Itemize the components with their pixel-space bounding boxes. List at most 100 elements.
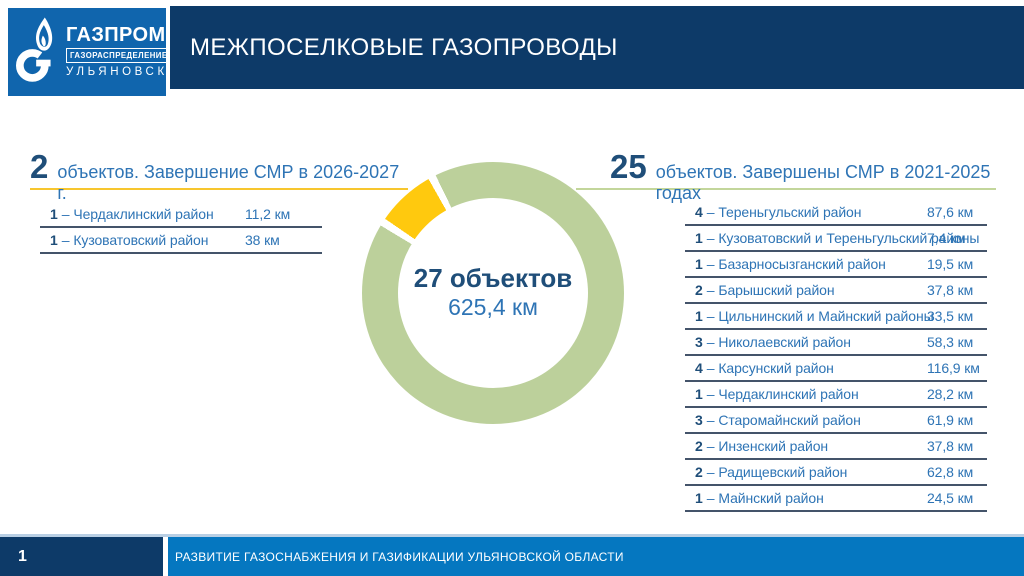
row-length: 28,2 км [927,386,974,402]
table-row: 1– Чердаклинский район 11,2 км [40,202,322,228]
row-district: Николаевский район [718,334,851,350]
row-length: 87,6 км [927,204,974,220]
row-count: 1 [50,232,58,248]
table-row: 1– Кузоватовский и Тереньгульский районы … [685,226,987,252]
row-count: 1 [695,386,703,402]
row-dash: – [706,412,715,428]
left-section-heading: 2 объектов. Завершение СМР в 2026-2027 г… [30,148,408,203]
left-table: 1– Чердаклинский район 11,2 км 1– Кузовато… [40,202,322,254]
row-count: 4 [695,204,703,220]
row-dash: – [706,204,715,220]
footer-title-bar: РАЗВИТИЕ ГАЗОСНАБЖЕНИЯ И ГАЗИФИКАЦИИ УЛЬ… [168,537,1024,576]
page-number-box: 1 [0,537,163,576]
row-dash: – [61,232,70,248]
table-row: 1– Базарносызганский район 19,5 км [685,252,987,278]
row-length: 19,5 км [927,256,974,272]
row-district: Радищевский район [718,464,848,480]
right-section-heading: 25 объектов. Завершены СМР в 2021-2025 г… [576,149,996,203]
logo-text-block: ГАЗПРОМ ГАЗОРАСПРЕДЕЛЕНИЕ УЛЬЯНОВСК [66,25,172,78]
row-district: Чердаклинский район [73,206,214,222]
row-district: Карсунский район [718,360,834,376]
total-length: 625,4 км [448,294,538,321]
row-label: 1– Чердаклинский район [40,206,245,222]
logo-brand: ГАЗПРОМ [66,24,166,47]
row-label: 3– Старомайнский район [685,412,927,428]
row-label: 1– Кузоватовский и Тереньгульский районы [685,230,979,246]
row-dash: – [706,490,715,506]
footer-title: РАЗВИТИЕ ГАЗОСНАБЖЕНИЯ И ГАЗИФИКАЦИИ УЛЬ… [175,549,624,564]
row-district: Цильнинский и Майнский районы [718,308,934,324]
row-dash: – [706,230,715,246]
row-district: Тереньгульский район [718,204,862,220]
right-table: 4– Тереньгульский район 87,6 км 1– Кузоват… [685,200,987,512]
row-count: 1 [695,256,703,272]
table-row: 2– Барышский район 37,8 км [685,278,987,304]
row-count: 3 [695,334,703,350]
row-dash: – [706,464,715,480]
row-label: 3– Николаевский район [685,334,927,350]
table-row: 3– Старомайнский район 61,9 км [685,408,987,434]
row-label: 2– Барышский район [685,282,927,298]
row-length: 61,9 км [927,412,974,428]
right-heading-text: объектов. Завершены СМР в 2021-2025 года… [655,162,991,203]
row-label: 1– Кузоватовский район [40,232,245,248]
row-dash: – [706,360,715,376]
row-length: 37,8 км [927,438,974,454]
row-district: Базарносызганский район [718,256,886,272]
footer-divider [163,537,168,576]
row-length: 37,8 км [927,282,974,298]
gazprom-flame-icon [16,17,61,82]
row-label: 2– Инзенский район [685,438,927,454]
row-length: 58,3 км [927,334,974,350]
row-district: Барышский район [718,282,835,298]
row-dash: – [706,308,715,324]
table-row: 4– Тереньгульский район 87,6 км [685,200,987,226]
table-row: 2– Радищевский район 62,8 км [685,460,987,486]
row-length: 116,9 км [927,360,980,376]
row-count: 3 [695,412,703,428]
donut-center: 27 объектов 625,4 км [398,198,588,388]
slide-footer: 1 РАЗВИТИЕ ГАЗОСНАБЖЕНИЯ И ГАЗИФИКАЦИИ У… [0,534,1024,576]
row-count: 1 [695,308,703,324]
row-label: 1– Базарносызганский район [685,256,927,272]
row-district: Кузоватовский район [73,232,209,248]
table-row: 2– Инзенский район 37,8 км [685,434,987,460]
row-count: 1 [695,490,703,506]
slide-title: МЕЖПОСЕЛКОВЫЕ ГАЗОПРОВОДЫ [190,33,618,61]
row-count: 1 [695,230,703,246]
row-length: 33,5 км [927,308,974,324]
row-count: 1 [50,206,58,222]
table-row: 1– Кузоватовский район 38 км [40,228,322,254]
row-label: 4– Тереньгульский район [685,204,927,220]
row-label: 4– Карсунский район [685,360,927,376]
row-label: 1– Чердаклинский район [685,386,927,402]
donut-chart: 27 объектов 625,4 км [362,162,624,424]
row-count: 2 [695,438,703,454]
row-count: 2 [695,464,703,480]
row-district: Старомайнский район [718,412,861,428]
gazprom-logo: ГАЗПРОМ ГАЗОРАСПРЕДЕЛЕНИЕ УЛЬЯНОВСК [8,8,172,96]
table-row: 1– Цильнинский и Майнский районы 33,5 км [685,304,987,330]
row-dash: – [706,334,715,350]
row-length: 24,5 км [927,490,974,506]
table-row: 1– Чердаклинский район 28,2 км [685,382,987,408]
logo-subbrand: ГАЗОРАСПРЕДЕЛЕНИЕ [66,48,172,64]
row-label: 1– Майнский район [685,490,927,506]
logo-city: УЛЬЯНОВСК [66,66,168,79]
row-length: 7,4 км [927,230,966,246]
table-row: 1– Майнский район 24,5 км [685,486,987,512]
row-dash: – [706,282,715,298]
table-row: 4– Карсунский район 116,9 км [685,356,987,382]
row-dash: – [706,386,715,402]
row-district: Чердаклинский район [718,386,859,402]
left-object-count: 2 [30,148,49,185]
row-district: Майнский район [718,490,824,506]
row-district: Инзенский район [718,438,829,454]
page-number: 1 [18,547,27,565]
row-length: 62,8 км [927,464,974,480]
row-dash: – [61,206,70,222]
row-label: 2– Радищевский район [685,464,927,480]
row-district: Кузоватовский и Тереньгульский районы [718,230,980,246]
row-length: 11,2 км [245,206,291,222]
